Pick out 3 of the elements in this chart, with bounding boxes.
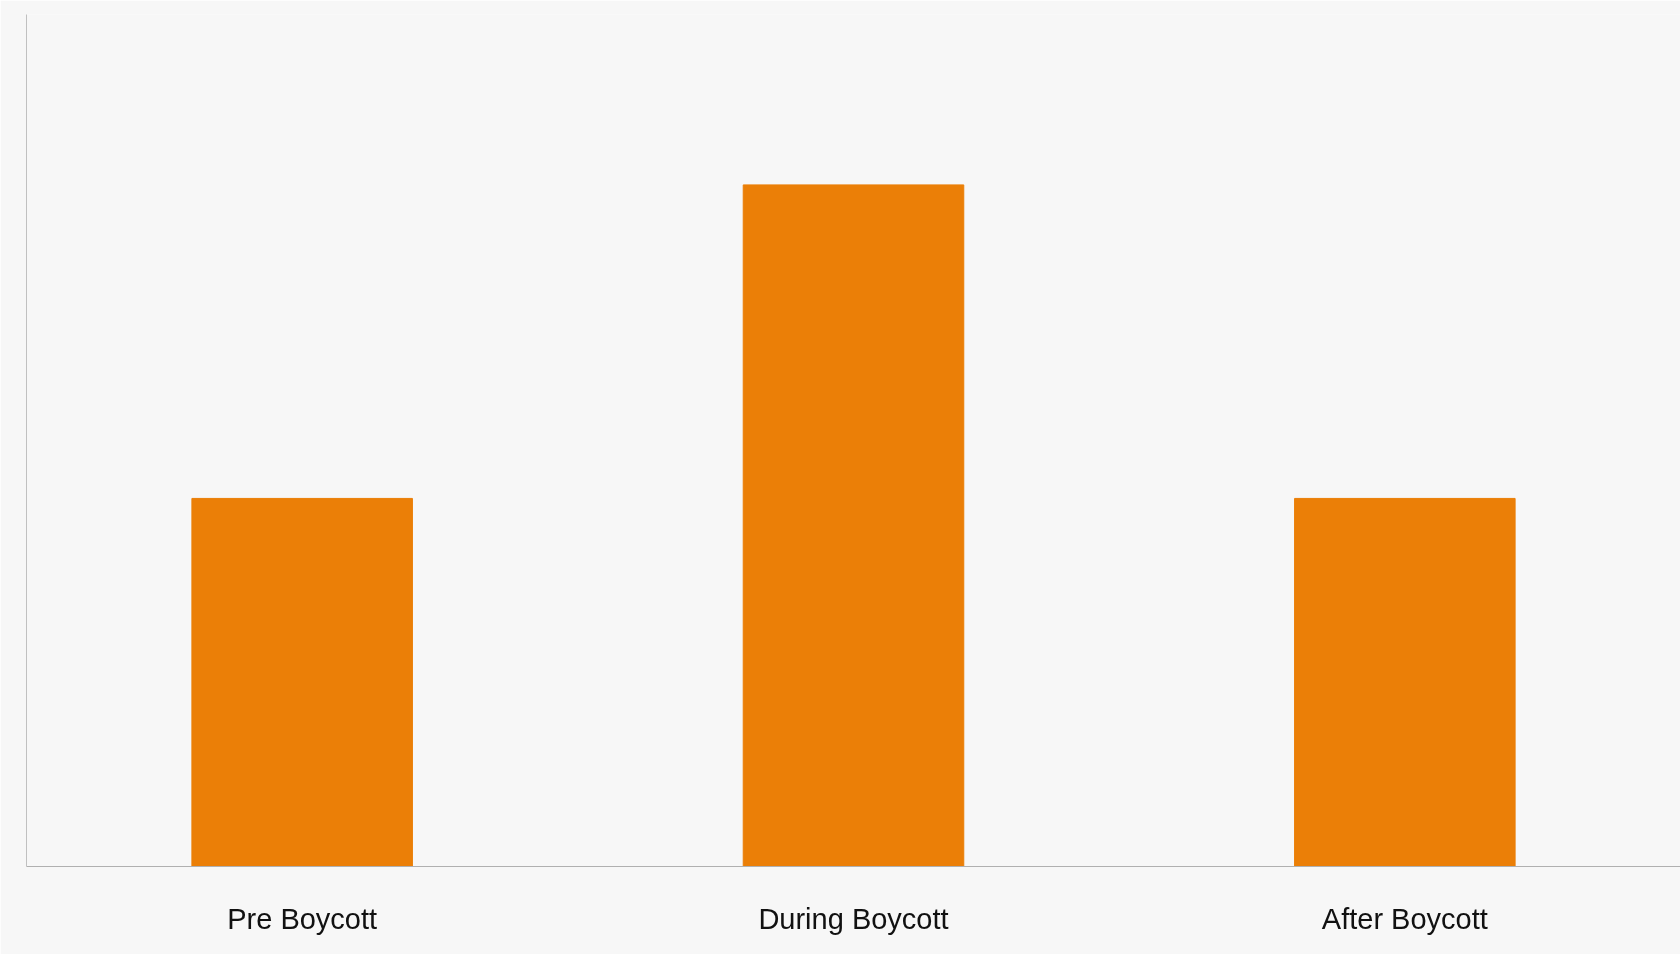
x-tick-label: After Boycott xyxy=(1321,902,1488,935)
x-tick-label: Pre Boycott xyxy=(227,902,378,935)
x-tick-label: During Boycott xyxy=(758,902,949,935)
